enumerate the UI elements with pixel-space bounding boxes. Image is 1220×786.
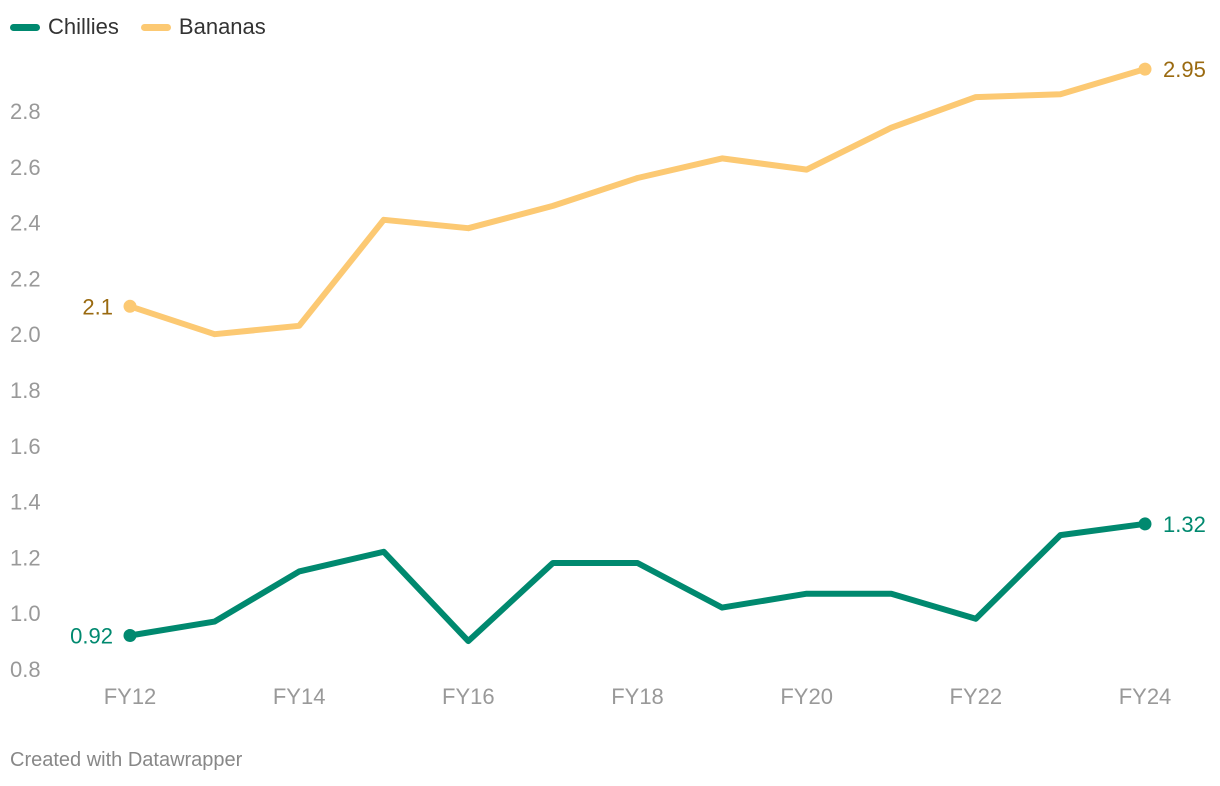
start-label-chillies: 0.92 [70,624,113,649]
end-point-bananas [1138,62,1152,76]
x-axis: FY12 FY14 FY16 FY18 FY20 FY22 FY24 [104,684,1172,709]
x-tick-label: FY22 [950,684,1003,709]
x-tick-label: FY18 [611,684,664,709]
y-tick-label: 0.8 [10,657,41,682]
legend-label-bananas: Bananas [178,14,266,39]
series-line-chillies [127,520,1148,645]
legend-label-chillies: Chillies [48,14,119,39]
legend-item-chillies: Chillies [10,14,119,40]
legend-item-bananas: Bananas [140,14,266,40]
x-tick-label: FY24 [1119,684,1172,709]
y-tick-label: 2.0 [10,322,41,347]
footer-credit: Created with Datawrapper [10,749,243,771]
y-tick-label: 2.6 [10,155,41,180]
y-axis: 0.8 1.0 1.2 1.4 1.6 1.8 2.0 2.2 2.4 2.6 2.8 [10,99,41,682]
x-tick-label: FY14 [273,684,326,709]
y-tick-label: 1.0 [10,601,41,626]
x-tick-label: FY16 [442,684,495,709]
legend-swatch-bananas [140,23,171,31]
x-tick-label: FY20 [780,684,833,709]
x-tick-label: FY12 [104,684,157,709]
y-tick-label: 2.8 [10,99,41,124]
series-layer: 2.1 2.95 0.92 1.32 [70,57,1206,648]
y-tick-label: 2.4 [10,211,41,236]
series-line-bananas [127,66,1148,338]
end-label-bananas: 2.95 [1163,57,1206,82]
y-tick-label: 1.4 [10,490,41,515]
start-label-bananas: 2.1 [82,294,113,319]
y-tick-label: 2.2 [10,266,41,291]
end-label-chillies: 1.32 [1163,512,1206,537]
start-point-bananas [123,299,137,313]
y-tick-label: 1.8 [10,378,41,403]
start-point-chillies [123,629,137,643]
y-tick-label: 1.2 [10,545,41,570]
legend: Chillies Bananas [10,14,266,40]
y-tick-label: 1.6 [10,434,41,459]
end-point-chillies [1138,517,1152,531]
legend-swatch-chillies [10,23,40,31]
